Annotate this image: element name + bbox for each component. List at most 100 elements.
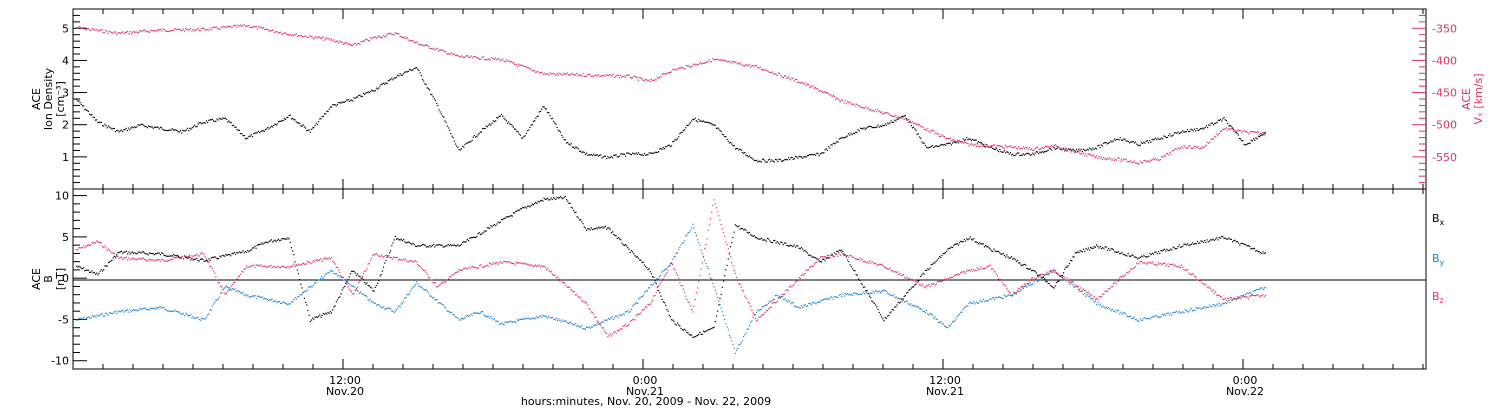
vx-point <box>675 68 678 70</box>
ion-density-point <box>794 155 797 158</box>
by-point <box>1053 268 1055 270</box>
ion-density-point <box>93 116 95 119</box>
ion-density-point <box>216 118 218 120</box>
bz-point <box>137 257 140 259</box>
ion-density-point <box>1118 139 1120 141</box>
by-point <box>780 296 782 298</box>
bx-point <box>371 287 373 289</box>
bx-point <box>870 296 872 299</box>
vx-point <box>873 110 875 113</box>
vx-point <box>910 122 912 124</box>
bz-point <box>456 271 458 274</box>
by-point <box>767 302 770 304</box>
bz-point <box>722 232 725 234</box>
ion-density-point <box>927 147 929 149</box>
bz-point <box>624 324 627 326</box>
ion-density-point <box>596 154 598 156</box>
vx-point <box>238 25 240 27</box>
vx-point <box>305 35 307 37</box>
by-point <box>1247 293 1249 295</box>
by-point <box>1119 313 1121 315</box>
ion-density-point <box>1245 144 1248 146</box>
vx-point <box>1181 146 1183 148</box>
by-point <box>320 277 322 280</box>
bx-point <box>551 198 553 201</box>
bz-point <box>709 218 712 220</box>
vx-point <box>182 28 185 30</box>
bz-point <box>735 276 738 279</box>
bx-point <box>741 227 744 230</box>
by-point <box>1096 304 1098 306</box>
ion-density-point <box>1193 128 1196 130</box>
bz-point <box>389 257 391 259</box>
vx-point <box>518 63 520 65</box>
by-point <box>431 297 433 299</box>
ion-density-point <box>282 119 284 122</box>
vx-point <box>782 76 784 79</box>
vx-point <box>547 73 549 75</box>
bx-point <box>979 242 981 244</box>
ion-density-point <box>309 131 311 133</box>
by-point <box>392 310 394 312</box>
by-point <box>1264 286 1266 289</box>
by-point <box>819 301 821 304</box>
ion-density-point <box>229 121 231 123</box>
bx-point <box>563 196 565 199</box>
bz-point <box>663 275 666 277</box>
bx-point <box>683 328 686 330</box>
by-point <box>282 301 284 303</box>
by-point <box>375 304 378 306</box>
ion-density-point <box>271 126 274 128</box>
by-point <box>849 294 851 296</box>
ion-density-point <box>1055 148 1058 150</box>
vx-point <box>471 57 474 59</box>
bx-point <box>435 244 437 246</box>
by-point <box>209 309 211 311</box>
bx-point <box>1153 253 1155 255</box>
bz-point <box>445 280 447 283</box>
by-point <box>681 242 683 244</box>
bx-point <box>682 329 685 331</box>
vx-point <box>174 27 176 30</box>
ion-density-point <box>1249 142 1251 144</box>
vx-point <box>410 40 412 42</box>
bz-point <box>885 267 888 269</box>
ion-density-point <box>1096 148 1098 150</box>
ion-density-point <box>1197 129 1199 132</box>
vx-point <box>922 126 924 128</box>
ion-density-point <box>772 160 774 162</box>
bz-point <box>419 265 421 268</box>
bx-point <box>904 295 906 297</box>
bz-point <box>354 289 356 292</box>
bz-point <box>449 275 451 278</box>
vx-point <box>769 72 771 74</box>
ion-density-point <box>754 160 757 162</box>
bx-point <box>737 226 739 228</box>
vx-point <box>1244 131 1246 133</box>
bx-point <box>705 330 707 332</box>
by-point <box>901 300 903 302</box>
bz-point <box>810 266 812 268</box>
by-point <box>611 316 613 318</box>
top-panel-frame <box>72 8 1427 190</box>
ion-density-point <box>937 145 940 148</box>
by-point <box>593 324 595 326</box>
by-point <box>1046 273 1048 276</box>
ion-density-point <box>1203 128 1205 130</box>
ion-density-point <box>1228 125 1230 127</box>
vx-point <box>382 34 385 37</box>
bz-point <box>356 286 359 288</box>
bx-point <box>100 268 102 271</box>
bz-point <box>230 285 232 287</box>
ion-density-point <box>262 130 264 132</box>
vx-point <box>526 67 528 69</box>
by-point <box>82 318 84 320</box>
by-point <box>964 306 967 308</box>
bz-point <box>233 281 235 284</box>
bz-point <box>150 259 152 261</box>
bx-point <box>270 239 272 241</box>
ion-density-point <box>883 124 885 127</box>
ion-density-point <box>613 154 615 156</box>
by-point <box>1022 288 1025 290</box>
ion-density-point <box>857 129 859 131</box>
